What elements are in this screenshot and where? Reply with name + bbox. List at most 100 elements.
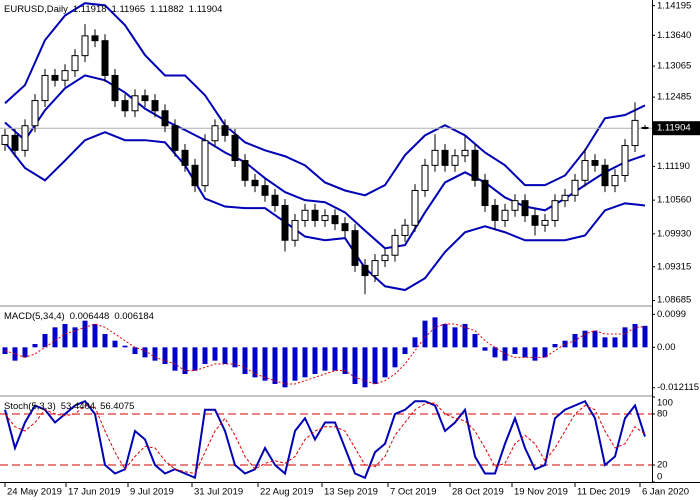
candle-body — [81, 35, 89, 57]
candle-body — [281, 204, 289, 241]
macd-bar — [182, 347, 188, 374]
candle-body — [451, 155, 459, 166]
macd-bar — [412, 337, 418, 348]
macd-bar — [552, 344, 558, 348]
candle-body — [131, 95, 139, 112]
candle-body — [611, 175, 619, 187]
macd-bar — [622, 327, 628, 348]
header-value: 56.4075 — [100, 401, 134, 412]
y-tick-label: 1.09315 — [657, 261, 691, 272]
macd-bar — [352, 347, 358, 384]
candle-body — [191, 164, 199, 187]
macd-bar — [542, 347, 548, 358]
x-tick-label: 19 Nov 2019 — [514, 487, 568, 498]
macd-bar — [472, 334, 478, 348]
macd-bar — [252, 347, 258, 378]
candle-body — [111, 74, 119, 102]
macd-bar — [462, 324, 468, 348]
header-value: 1.11882 — [150, 4, 184, 15]
macd-bar — [502, 347, 508, 361]
candle-body — [431, 149, 439, 166]
current-price-label: 1.11904 — [657, 123, 691, 134]
macd-bar — [122, 345, 128, 348]
candle-body — [511, 200, 519, 211]
candle-body — [211, 125, 219, 142]
candle-body — [421, 164, 429, 191]
panel-title: EURUSD,Daily — [4, 4, 68, 15]
candle-body — [31, 100, 39, 127]
macd-bar — [492, 347, 498, 358]
candle-body — [11, 134, 19, 151]
x-tick-label: 13 Sep 2019 — [324, 487, 378, 498]
header-value: 0.006184 — [114, 311, 154, 322]
macd-bar — [82, 320, 88, 348]
macd-bar — [602, 337, 608, 348]
candle-body — [311, 209, 319, 221]
macd-bar — [132, 347, 138, 354]
candle-body — [501, 209, 509, 221]
x-tick-label: 7 Oct 2019 — [390, 487, 436, 498]
candle-body — [231, 134, 239, 162]
candle-body — [181, 149, 189, 166]
candle-body — [391, 234, 399, 256]
header-value: 0.006448 — [70, 311, 110, 322]
candle-body — [171, 125, 179, 151]
macd-bar — [202, 347, 208, 364]
candle-body — [491, 204, 499, 221]
macd-bar — [152, 347, 158, 361]
candle-body — [21, 125, 29, 151]
y-tick-label: -0.012115 — [657, 382, 699, 393]
candle-body — [371, 260, 379, 277]
macd-bar — [292, 347, 298, 381]
x-tick-label: 28 Oct 2019 — [452, 487, 504, 498]
candle-body — [601, 164, 609, 187]
y-tick-label: 0.0099 — [657, 309, 686, 320]
y-tick-label: 1.11190 — [657, 161, 690, 172]
y-tick-label: 1.14195 — [657, 1, 691, 12]
y-tick-label: 1.13640 — [657, 30, 691, 41]
x-tick-label: 6 Jan 2020 — [642, 487, 689, 498]
macd-bar — [262, 347, 268, 381]
macd-bar — [242, 347, 248, 374]
macd-bar — [372, 347, 378, 384]
candle-body — [631, 119, 639, 147]
macd-bar — [92, 324, 98, 348]
macd-bar — [512, 347, 518, 354]
candle-body — [341, 223, 349, 232]
candle-body — [91, 35, 99, 42]
panel-title: Stoch(5,3,3) — [4, 401, 56, 412]
candle-body — [41, 74, 49, 102]
x-tick-label: 24 May 2019 — [7, 487, 62, 498]
y-tick-label: 1.13065 — [657, 61, 691, 72]
macd-bar — [362, 347, 368, 388]
macd-bar — [322, 347, 328, 371]
macd-bar — [592, 330, 598, 348]
y-tick-label: 20 — [657, 460, 668, 471]
y-tick-label: 1.08685 — [657, 295, 691, 306]
candle-body — [101, 40, 109, 76]
candle-body — [141, 95, 149, 102]
candle-body — [481, 179, 489, 206]
macd-bar — [192, 347, 198, 371]
candle-body — [251, 179, 259, 187]
header-value: 1.11904 — [189, 4, 223, 15]
price-label-bg — [653, 121, 700, 136]
candle-body — [441, 149, 449, 166]
macd-bar — [632, 324, 638, 348]
macd-bar — [562, 340, 568, 348]
x-tick-label: 17 Jun 2019 — [68, 487, 120, 498]
candle-body — [121, 100, 129, 112]
candle-body — [61, 70, 69, 81]
bollinger-upper — [4, 2, 646, 197]
macd-bar — [442, 324, 448, 348]
candle-body — [461, 149, 469, 157]
candle-body — [271, 194, 279, 206]
candle-body — [321, 215, 329, 221]
macd-bar — [212, 347, 218, 361]
x-tick-label: 31 Jul 2019 — [194, 487, 243, 498]
bollinger-lower — [4, 131, 646, 292]
y-tick-label: 0.00 — [657, 342, 676, 353]
x-tick-label: 9 Jul 2019 — [130, 487, 174, 498]
macd-bar — [452, 327, 458, 348]
